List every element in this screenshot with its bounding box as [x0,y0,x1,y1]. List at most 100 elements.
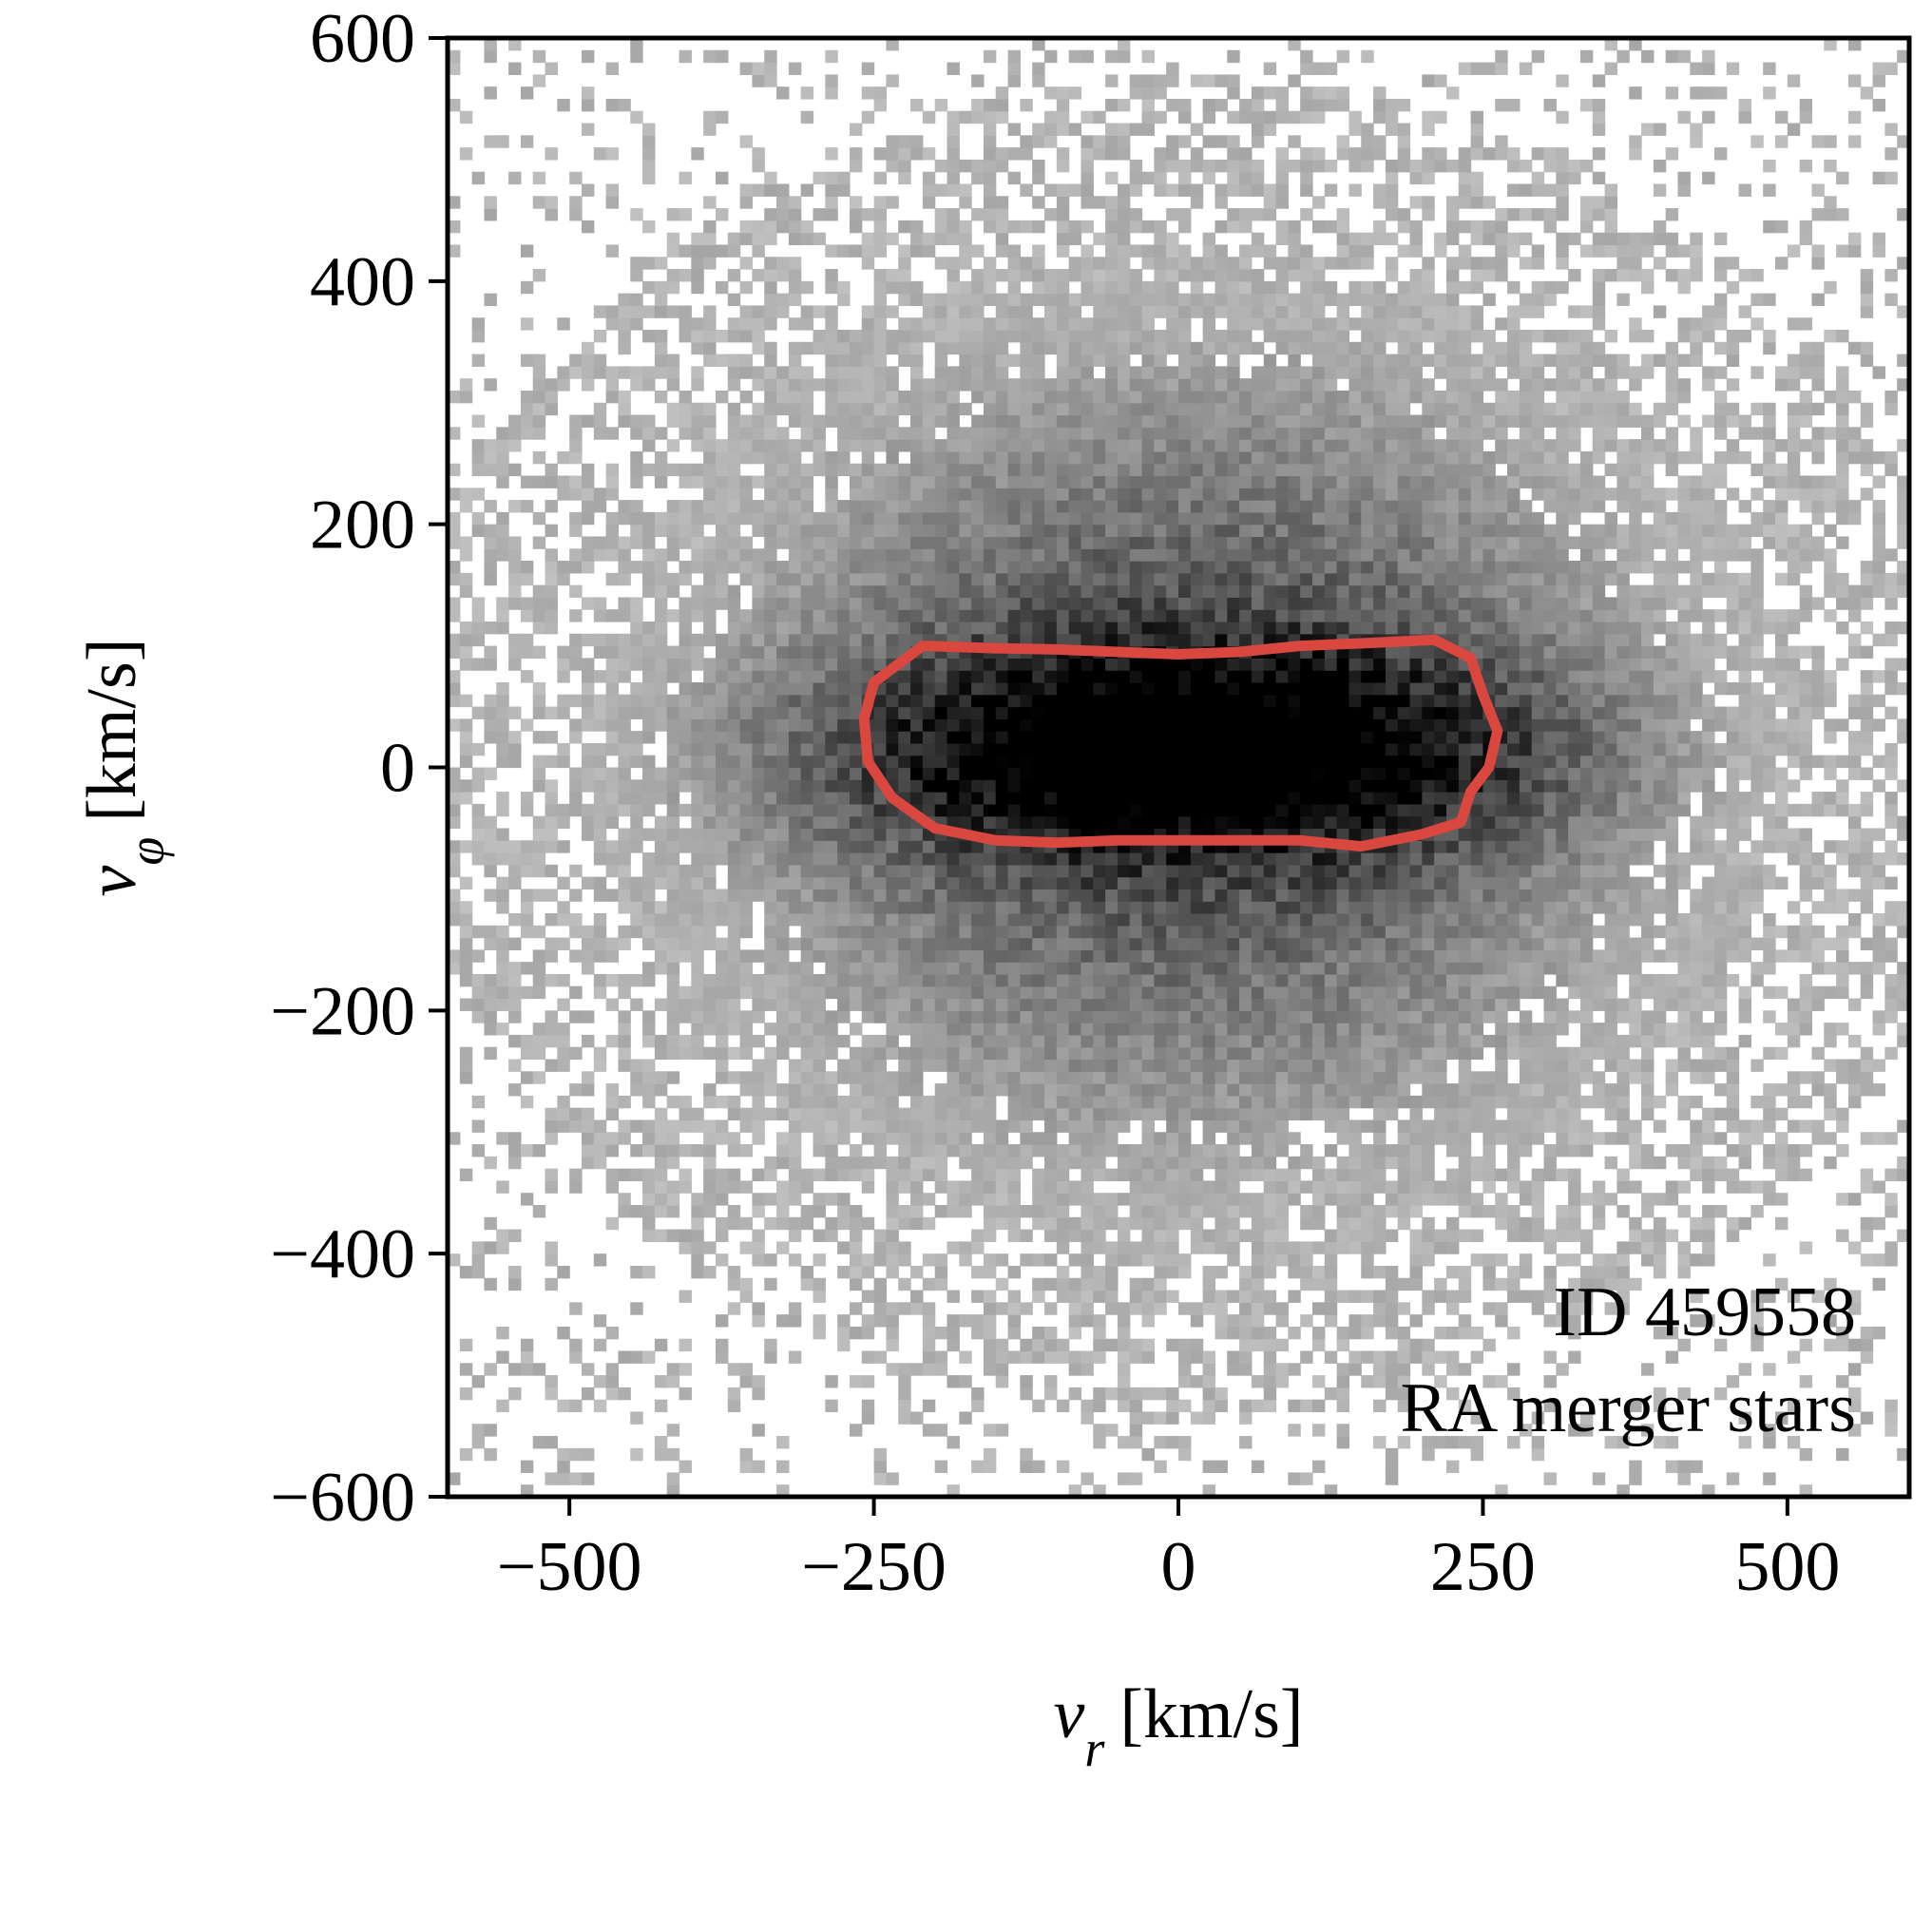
histogram-bin [1787,1144,1801,1157]
histogram-bin [1154,1411,1167,1425]
histogram-bin [825,1119,838,1133]
histogram-bin [1190,864,1204,878]
histogram-bin [508,1387,522,1401]
histogram-bin [1032,1253,1045,1267]
histogram-bin [1434,962,1447,975]
histogram-bin [861,779,875,793]
histogram-bin [1105,706,1119,719]
histogram-bin [1482,913,1496,927]
histogram-bin [1336,1132,1350,1145]
histogram-bin [1592,901,1606,914]
histogram-bin [532,828,546,841]
histogram-bin [886,1229,899,1242]
histogram-bin [971,998,985,1011]
histogram-bin [837,1205,851,1218]
histogram-bin [1129,1424,1143,1437]
histogram-bin [1288,962,1301,975]
histogram-bin [1166,1034,1179,1048]
histogram-bin [1032,876,1045,890]
histogram-bin [1690,779,1703,793]
histogram-bin [1081,998,1094,1011]
histogram-bin [898,1168,911,1182]
histogram-bin [679,1387,692,1401]
histogram-bin [788,1107,802,1121]
histogram-bin [691,803,704,817]
histogram-bin [1056,1350,1070,1364]
histogram-bin [1507,1290,1521,1303]
histogram-bin [593,718,607,732]
histogram-bin [922,1132,936,1145]
histogram-bin [1288,1399,1301,1413]
histogram-bin [800,985,814,1000]
histogram-bin [1543,901,1557,914]
histogram-bin [1275,998,1289,1011]
histogram-bin [1434,755,1447,769]
histogram-bin [837,1168,851,1182]
histogram-bin [873,1156,887,1170]
histogram-bin [1519,755,1533,769]
histogram-bin [1093,1326,1106,1340]
histogram-bin [630,840,643,853]
histogram-bin [508,973,522,987]
histogram-bin [581,815,595,830]
histogram-bin [959,876,972,890]
histogram-bin [922,1059,936,1072]
histogram-bin [1531,985,1545,1000]
histogram-bin [1044,973,1058,987]
histogram-bin [910,985,924,1000]
histogram-bin [1032,1399,1045,1413]
histogram-bin [1422,852,1435,866]
histogram-bin [873,706,887,719]
histogram-bin [947,1119,960,1133]
histogram-bin [1141,1205,1155,1218]
histogram-bin [1713,840,1728,853]
histogram-bin [1178,1059,1192,1072]
histogram-bin [1434,925,1447,939]
histogram-bin [1361,1071,1374,1084]
histogram-bin [1288,1290,1301,1303]
histogram-bin [1288,1010,1301,1023]
histogram-bin [1824,876,1837,890]
histogram-bin [666,937,680,950]
histogram-bin [1044,1375,1058,1388]
histogram-bin [1799,937,1813,950]
histogram-bin [947,1023,960,1036]
histogram-bin [1604,949,1617,963]
histogram-bin [679,876,692,890]
histogram-bin [1531,1302,1545,1315]
histogram-bin [1044,925,1058,939]
histogram-bin [1884,1046,1898,1061]
histogram-bin [715,1010,729,1023]
histogram-bin [1373,1180,1387,1194]
histogram-bin [1543,962,1557,975]
histogram-bin [1117,1071,1131,1084]
histogram-bin [1556,889,1569,902]
histogram-bin [1141,706,1155,719]
histogram-bin [1543,1046,1557,1061]
histogram-bin [1361,1156,1374,1170]
histogram-bin [1288,901,1301,914]
histogram-bin [1311,1156,1326,1170]
histogram-bin [1641,1156,1655,1170]
histogram-bin [1093,1168,1106,1182]
histogram-bin [593,792,607,805]
histogram-bin [1020,1107,1033,1121]
histogram-bin [1275,1046,1289,1061]
histogram-bin [752,1059,765,1072]
histogram-bin [593,1144,607,1157]
histogram-bin [849,1156,863,1170]
histogram-bin [1288,1265,1301,1279]
histogram-bin [764,1253,777,1267]
histogram-bin [1434,913,1447,927]
histogram-bin [1604,1265,1617,1279]
histogram-bin [1288,1156,1301,1170]
histogram-bin [849,852,863,866]
histogram-bin [800,864,814,878]
histogram-bin [971,962,985,975]
histogram-bin [1445,1180,1460,1194]
histogram-bin [825,840,838,853]
histogram-bin [520,864,534,878]
histogram-bin [752,1071,765,1084]
histogram-bin [1616,767,1630,780]
histogram-bin [1373,1046,1387,1061]
